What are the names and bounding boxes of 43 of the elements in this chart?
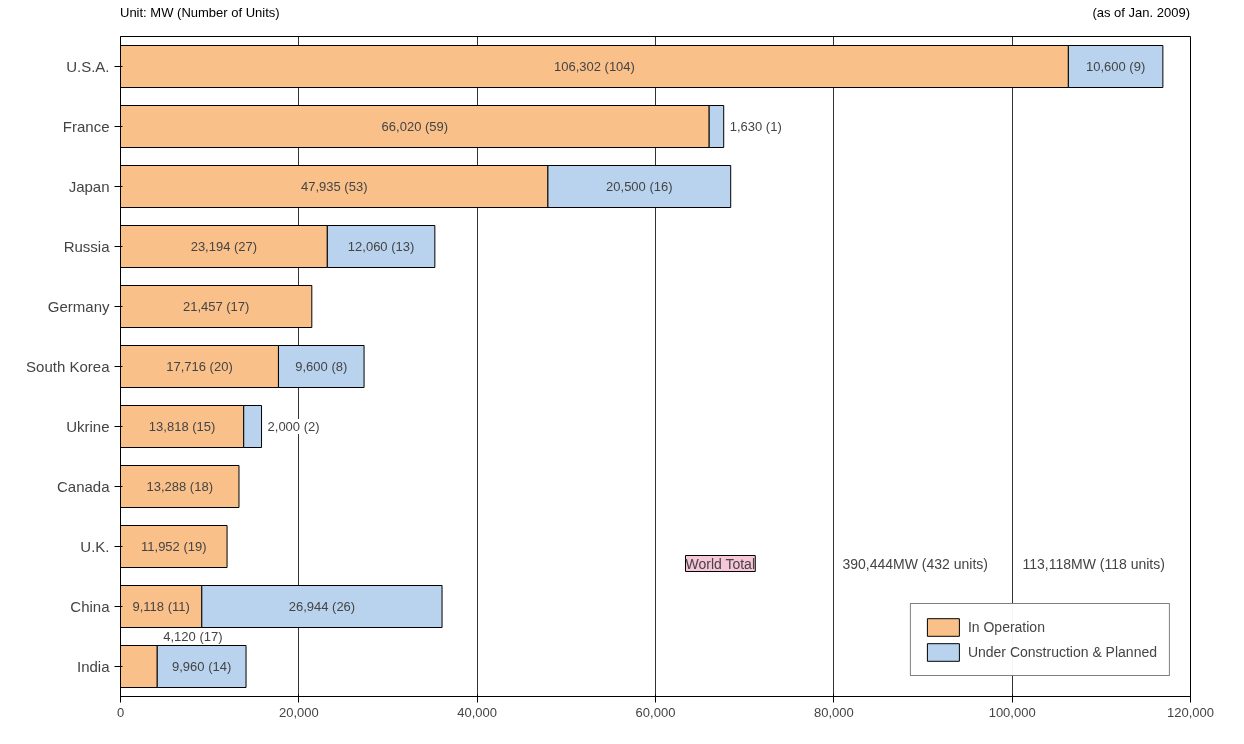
text: (as of Jan. 2009) [1092, 4, 1190, 22]
y-tick-label: South Korea [26, 358, 111, 375]
annotation: 390,444MW (432 units) [842, 555, 989, 572]
data-label: 21,457 (17) [182, 299, 250, 314]
x-tick-label: 0 [116, 704, 125, 720]
y-tick-label: India [76, 658, 111, 675]
data-label: 23,194 (27) [190, 239, 258, 254]
data-label: 66,020 (59) [381, 119, 449, 134]
x-tick-label: 120,000 [1167, 704, 1214, 720]
data-label: 17,716 (20) [166, 359, 233, 374]
x-tick-label: 100,000 [988, 704, 1036, 720]
y-tick-label: China [70, 598, 111, 615]
data-label: 12,060 (13) [347, 239, 415, 254]
data-label: 106,302 (104) [553, 59, 635, 74]
y-tick-label: Russia [63, 238, 111, 255]
x-tick-label: 40,000 [457, 704, 498, 720]
y-tick-label: Ukrine [66, 418, 110, 435]
data-label: 13,818 (15) [148, 419, 216, 434]
legend-label: In Operation [967, 619, 1045, 635]
y-tick-label: Canada [56, 478, 111, 495]
y-tick-label: U.S.A. [66, 58, 110, 75]
data-label: 20,500 (16) [606, 179, 673, 194]
data-label: 9,118 (11) [132, 599, 190, 614]
data-label: 4,120 (17) [163, 629, 223, 644]
x-tick-label: 60,000 [635, 704, 676, 720]
data-label: 26,944 (26) [288, 599, 356, 614]
y-tick-label: Germany [47, 298, 110, 315]
y-tick-label: Japan [68, 178, 110, 195]
data-label: 13,288 (18) [146, 479, 213, 494]
text: Unit: MW (Number of Units) [120, 4, 280, 22]
y-tick-label: France [62, 118, 110, 135]
data-label: 1,630 (1) [729, 119, 782, 134]
x-tick-label: 20,000 [278, 704, 319, 720]
data-label: 10,600 (9) [1085, 59, 1146, 74]
legend-label: Under Construction & Planned [967, 644, 1157, 660]
data-label: 11,952 (19) [141, 539, 207, 554]
data-label: 47,935 (53) [300, 179, 368, 194]
y-tick-label: U.K. [80, 538, 110, 555]
data-label: 2,000 (2) [267, 419, 320, 434]
annotation: 113,118MW (118 units) [1022, 555, 1165, 572]
data-label: 9,600 (8) [295, 359, 348, 374]
x-tick-label: 80,000 [813, 704, 854, 720]
data-label: 9,960 (14) [172, 659, 232, 674]
